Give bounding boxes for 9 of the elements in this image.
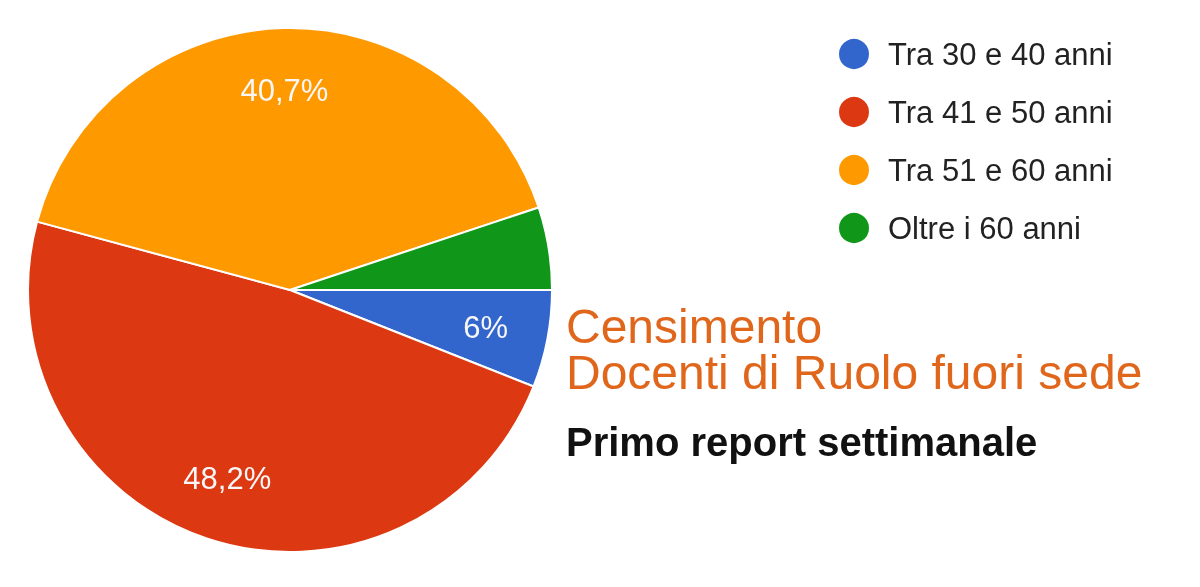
data-label: 6% — [463, 309, 508, 345]
legend-label: Tra 51 e 60 anni — [888, 152, 1113, 188]
data-label: 40,7% — [240, 73, 329, 109]
text: Censimento Docenti di Ruolo fuori sede — [566, 299, 1143, 399]
legend-label: Oltre i 60 anni — [888, 210, 1081, 246]
legend-label: Tra 41 e 50 anni — [888, 94, 1113, 130]
data-label: 48,2% — [183, 461, 272, 497]
legend-label: Tra 30 e 40 anni — [888, 36, 1113, 72]
text: Primo report settimanale — [566, 420, 1038, 464]
